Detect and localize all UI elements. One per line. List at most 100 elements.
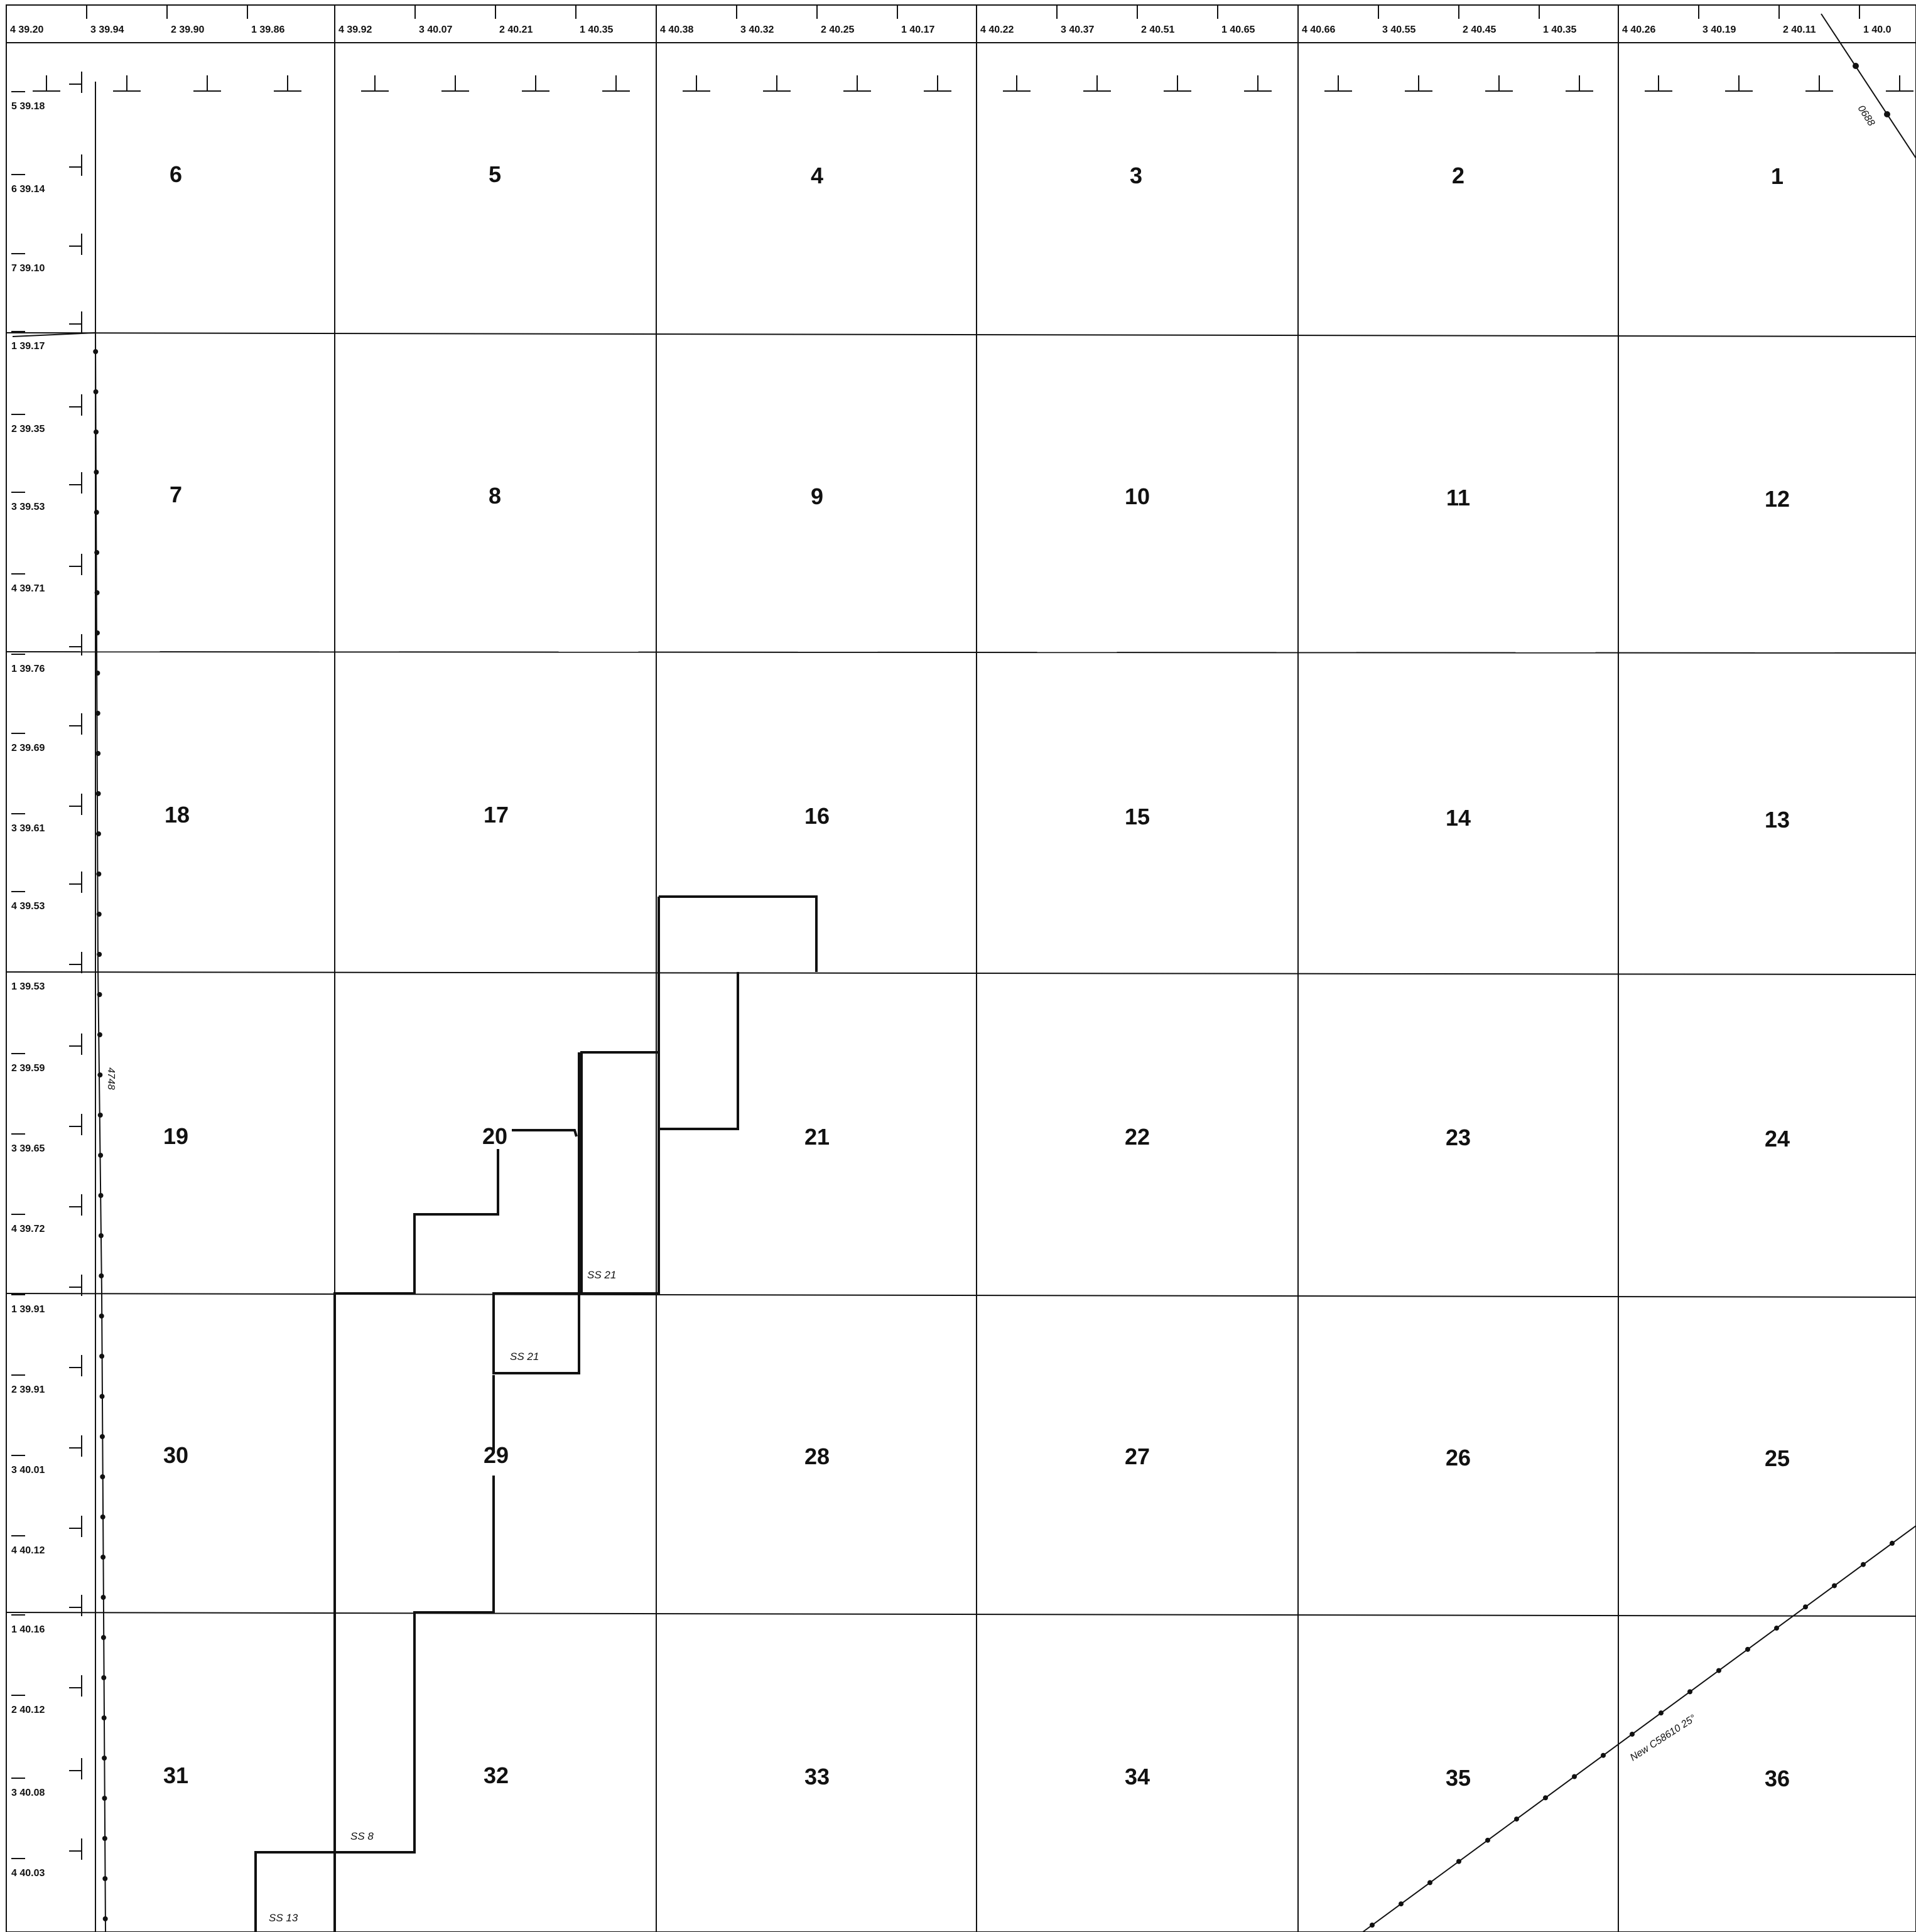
top-lot-label: 4 39.20 [10, 24, 43, 35]
top-lot-label: 2 40.21 [499, 24, 533, 35]
boundary-marker [97, 992, 102, 997]
line-marker [1630, 1731, 1635, 1737]
parcel-boundary [580, 897, 660, 1295]
boundary-marker [99, 1354, 105, 1359]
section-numbers: 6 5 4 3 2 1 7 8 9 10 11 12 18 17 16 15 1… [163, 161, 1790, 1791]
section-number: 30 [163, 1442, 188, 1468]
boundary-marker [100, 1555, 106, 1560]
boundary-marker [93, 429, 99, 434]
parcel-label: SS 21 [510, 1351, 539, 1363]
boundary-marker [97, 1032, 102, 1037]
section-number: 17 [484, 802, 509, 828]
left-lot-label: 4 39.71 [11, 583, 45, 594]
boundary-marker [94, 470, 99, 475]
left-lot-label: 2 39.69 [11, 743, 45, 753]
section-number: 2 [1452, 163, 1464, 188]
boundary-marker [93, 389, 99, 394]
line-marker [1370, 1922, 1375, 1928]
line-marker [1832, 1583, 1837, 1589]
line-marker [1572, 1774, 1577, 1779]
boundary-marker [102, 1916, 108, 1921]
left-lot-label: 3 39.53 [11, 502, 45, 512]
section-number: 1 [1771, 163, 1783, 189]
parcel-label: SS 8 [350, 1830, 374, 1842]
top-lot-label: 4 39.92 [338, 24, 372, 35]
left-lot-label: 2 39.91 [11, 1384, 45, 1395]
line-marker [1659, 1710, 1664, 1716]
se-diagonal-line [1362, 1525, 1916, 1932]
boundary-marker [97, 952, 102, 957]
top-lot-label: 1 40.65 [1221, 24, 1255, 35]
west-line-label: 4748 [106, 1067, 116, 1090]
line-marker [1861, 1562, 1866, 1567]
left-lot-label: 1 39.91 [11, 1304, 45, 1315]
map-frame [6, 4, 1916, 1932]
top-lot-label: 4 40.38 [660, 24, 693, 35]
section-number: 29 [484, 1442, 509, 1468]
ne-line-marker [1853, 63, 1859, 69]
grid-horizontal-line [6, 1293, 1916, 1298]
section-number: 14 [1446, 805, 1471, 831]
boundary-marker [99, 1273, 104, 1278]
boundary-marker [100, 1595, 106, 1600]
grid-horizontal-line [6, 651, 1916, 654]
boundary-marker [101, 1675, 107, 1680]
boundary-marker [95, 711, 100, 716]
boundary-marker [98, 1233, 104, 1238]
boundary-marker [98, 1193, 104, 1198]
section-number: 3 [1130, 163, 1142, 188]
grid-horizontal-line [6, 1612, 1916, 1617]
left-lot-label: 2 39.59 [11, 1063, 45, 1074]
boundary-marker [94, 590, 100, 595]
section-number: 12 [1765, 486, 1790, 512]
left-lot-label: 1 39.17 [11, 341, 45, 352]
top-lot-label: 3 39.94 [90, 24, 124, 35]
left-lot-label: 7 39.10 [11, 263, 45, 274]
section-number: 15 [1125, 804, 1150, 829]
left-lot-label: 4 39.72 [11, 1224, 45, 1234]
boundary-marker [102, 1756, 107, 1761]
line-marker [1456, 1859, 1461, 1864]
top-lot-label: 1 40.35 [1543, 24, 1576, 35]
section-number: 33 [804, 1764, 830, 1789]
boundary-marker [95, 791, 101, 796]
section-number: 27 [1125, 1444, 1150, 1469]
parcel-label: SS 13 [269, 1912, 298, 1924]
nw-corner-line [12, 332, 96, 337]
boundary-marker [99, 1314, 104, 1319]
ne-line-marker [1884, 111, 1890, 117]
section-number: 4 [811, 163, 823, 188]
line-marker [1687, 1689, 1692, 1695]
left-lot-labels: 5 39.18 6 39.14 7 39.10 1 39.17 2 39.35 3 39.… [11, 72, 82, 1879]
top-lot-label: 4 40.22 [980, 24, 1014, 35]
boundary-marker [102, 1876, 108, 1881]
left-lot-label: 1 39.76 [11, 664, 45, 674]
section-number: 26 [1446, 1445, 1471, 1471]
left-lot-label: 2 39.35 [11, 424, 45, 434]
boundary-marker [100, 1514, 106, 1519]
left-lot-label: 3 40.01 [11, 1465, 45, 1476]
section-number: 24 [1765, 1126, 1790, 1152]
line-marker [1601, 1752, 1606, 1758]
left-lot-label: 3 40.08 [11, 1788, 45, 1798]
se-line-label: New C58610 25° [1628, 1713, 1698, 1764]
section-number: 6 [170, 161, 182, 187]
parcel-label: SS 21 [587, 1269, 616, 1281]
line-marker [1774, 1626, 1779, 1631]
top-lot-label: 2 39.90 [171, 24, 204, 35]
top-lot-label: 2 40.11 [1783, 24, 1816, 35]
top-lot-label: 4 40.26 [1622, 24, 1655, 35]
section-number: 20 [482, 1123, 507, 1149]
boundary-marker [96, 912, 102, 917]
top-lot-ticks [33, 5, 1913, 92]
left-lot-label: 1 40.16 [11, 1624, 45, 1635]
ne-line-label: 0688 [1856, 104, 1877, 128]
line-marker [1890, 1540, 1895, 1546]
line-marker [1716, 1668, 1721, 1673]
left-lot-label: 4 39.53 [11, 901, 45, 912]
top-lot-label: 1 40.17 [901, 24, 934, 35]
line-marker [1543, 1795, 1548, 1801]
section-number: 16 [804, 803, 830, 829]
section-number: 21 [804, 1124, 830, 1150]
